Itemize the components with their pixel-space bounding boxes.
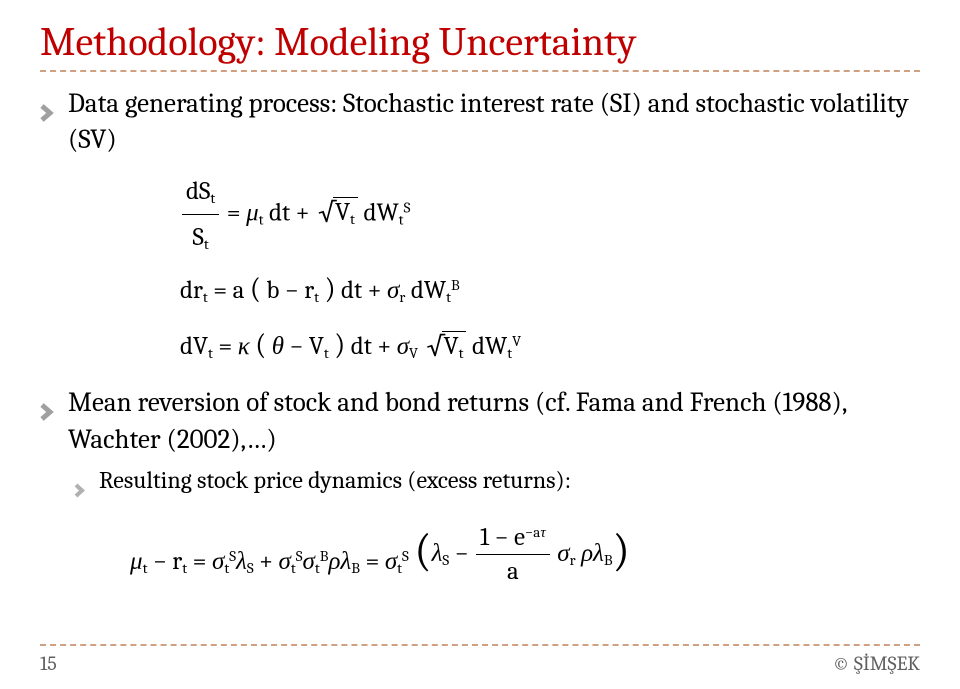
equation-block-sde: dStSt = μt dt + Vt dWtS drt = a ( b − rt… [180, 169, 920, 372]
eq-rate: drt = a ( b − rt ) dt + σr dWtB [180, 264, 920, 316]
chevron-icon [40, 395, 56, 431]
title-divider [40, 70, 920, 72]
eq-vol: dVt = κ ( θ − Vt ) dt + σV Vt dWtV [180, 320, 920, 372]
chevron-icon [40, 96, 56, 132]
bullet-1-text: Data generating process: Stochastic inte… [68, 86, 920, 159]
copyright: © ŞİMŞEK [832, 652, 920, 675]
chevron-icon [74, 474, 87, 506]
page-number: 15 [40, 652, 57, 675]
eq-excess-return: μt − rt = σtSλS + σtSσtBρλB = σtS ( λS −… [130, 521, 920, 590]
bullet-2-text: Mean reversion of stock and bond returns… [68, 385, 920, 458]
footer: 15 © ŞİMŞEK [0, 644, 960, 675]
bullet-2-sub: Resulting stock price dynamics (excess r… [74, 464, 920, 506]
eq-stock: dStSt = μt dt + Vt dWtS [180, 169, 920, 260]
bullet-2: Mean reversion of stock and bond returns… [40, 385, 920, 458]
bullet-1: Data generating process: Stochastic inte… [40, 86, 920, 159]
slide-title: Methodology: Modeling Uncertainty [40, 20, 920, 64]
bullet-2-sub-text: Resulting stock price dynamics (excess r… [99, 464, 920, 496]
footer-divider [40, 644, 920, 646]
